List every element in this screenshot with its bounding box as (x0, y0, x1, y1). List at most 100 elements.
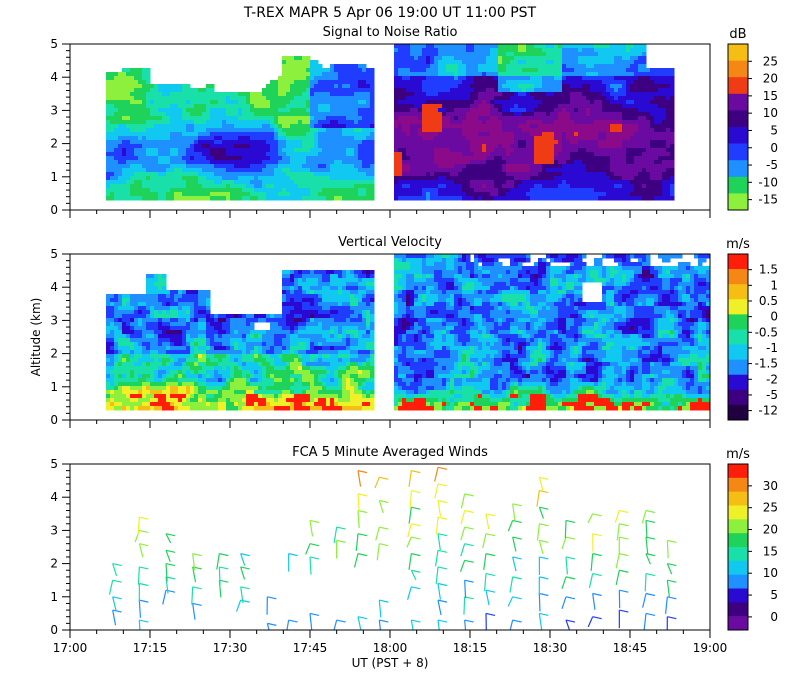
heatmap-cell (482, 104, 487, 109)
heatmap-cell (366, 176, 371, 181)
heatmap-cell (290, 132, 295, 137)
heatmap-cell (438, 180, 443, 185)
heatmap-cell (414, 124, 419, 129)
heatmap-cell (118, 128, 123, 133)
heatmap-cell (394, 72, 399, 77)
heatmap-cell (130, 318, 135, 323)
heatmap-cell (238, 124, 243, 129)
heatmap-cell (490, 172, 495, 177)
heatmap-cell (530, 108, 535, 113)
heatmap-cell (658, 144, 663, 149)
heatmap-cell (114, 314, 119, 319)
heatmap-cell (402, 188, 407, 193)
heatmap-cell (114, 330, 119, 335)
heatmap-cell (350, 184, 355, 189)
heatmap-cell (118, 184, 123, 189)
heatmap-cell (334, 196, 339, 201)
heatmap-cell (654, 152, 659, 157)
heatmap-cell (670, 72, 675, 77)
heatmap-cell (554, 56, 559, 61)
heatmap-cell (362, 136, 367, 141)
heatmap-cell (662, 128, 667, 133)
heatmap-cell (334, 84, 339, 89)
heatmap-cell (358, 100, 363, 105)
heatmap-cell (202, 152, 207, 157)
heatmap-cell (354, 116, 359, 121)
heatmap-cell (430, 132, 435, 137)
heatmap-cell (474, 92, 479, 97)
heatmap-cell (578, 76, 583, 81)
heatmap-cell (106, 84, 111, 89)
heatmap-cell (438, 116, 443, 121)
heatmap-cell (134, 176, 139, 181)
heatmap-cell (442, 128, 447, 133)
heatmap-cell (554, 168, 559, 173)
heatmap-cell (602, 100, 607, 105)
heatmap-cell (198, 176, 203, 181)
heatmap-cell (414, 76, 419, 81)
heatmap-cell (298, 120, 303, 125)
heatmap-cell (566, 124, 571, 129)
heatmap-cell (478, 124, 483, 129)
heatmap-cell (462, 48, 467, 53)
heatmap-cell (486, 116, 491, 121)
heatmap-cell (538, 60, 543, 65)
heatmap-cell (558, 196, 563, 201)
heatmap-cell (606, 116, 611, 121)
heatmap-cell (190, 160, 195, 165)
heatmap-cell (214, 160, 219, 165)
heatmap-cell (574, 164, 579, 169)
heatmap-cell (478, 172, 483, 177)
heatmap-cell (450, 108, 455, 113)
heatmap-cell (546, 144, 551, 149)
heatmap-cell (418, 88, 423, 93)
heatmap-cell (454, 92, 459, 97)
heatmap-cell (522, 132, 527, 137)
heatmap-cell (442, 112, 447, 117)
heatmap-cell (134, 144, 139, 149)
heatmap-cell (510, 168, 515, 173)
heatmap-cell (502, 68, 507, 73)
heatmap-cell (186, 100, 191, 105)
heatmap-cell (598, 136, 603, 141)
heatmap-cell (262, 172, 267, 177)
heatmap-cell (130, 80, 135, 85)
heatmap-cell (290, 64, 295, 69)
heatmap-cell (546, 96, 551, 101)
heatmap-cell (258, 160, 263, 165)
heatmap-cell (410, 56, 415, 61)
heatmap-cell (258, 148, 263, 153)
heatmap-cell (558, 48, 563, 53)
heatmap-cell (150, 184, 155, 189)
heatmap-cell (638, 108, 643, 113)
heatmap-cell (478, 68, 483, 73)
heatmap-cell (582, 68, 587, 73)
heatmap-cell (206, 160, 211, 165)
heatmap-cell (246, 100, 251, 105)
heatmap-cell (274, 96, 279, 101)
heatmap-cell (126, 378, 131, 383)
heatmap-cell (338, 152, 343, 157)
heatmap-cell (610, 96, 615, 101)
heatmap-cell (462, 84, 467, 89)
heatmap-cell (518, 52, 523, 57)
heatmap-cell (538, 116, 543, 121)
heatmap-cell (126, 358, 131, 363)
heatmap-cell (514, 172, 519, 177)
heatmap-cell (358, 172, 363, 177)
heatmap-cell (574, 44, 579, 49)
heatmap-cell (170, 164, 175, 169)
heatmap-cell (194, 132, 199, 137)
heatmap-cell (222, 96, 227, 101)
heatmap-cell (518, 180, 523, 185)
heatmap-cell (226, 176, 231, 181)
heatmap-cell (282, 92, 287, 97)
heatmap-cell (110, 140, 115, 145)
heatmap-cell (126, 92, 131, 97)
heatmap-cell (646, 72, 651, 77)
heatmap-cell (406, 132, 411, 137)
heatmap-cell (226, 92, 231, 97)
heatmap-cell (202, 188, 207, 193)
heatmap-cell (110, 366, 115, 371)
heatmap-cell (186, 184, 191, 189)
